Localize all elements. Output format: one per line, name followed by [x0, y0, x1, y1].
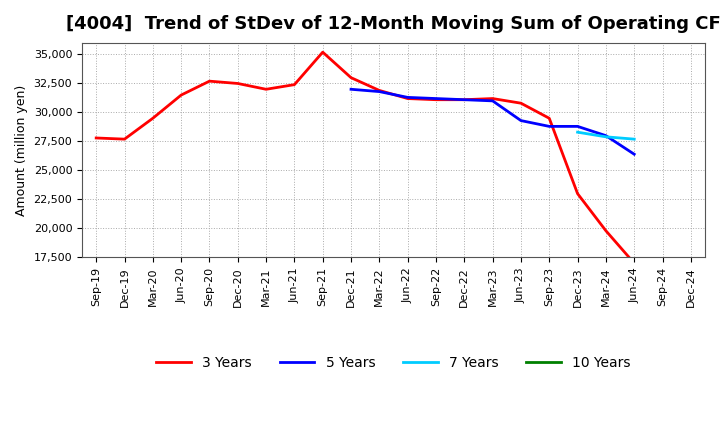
3 Years	[432, 97, 441, 103]
3 Years	[318, 50, 327, 55]
Line: 3 Years: 3 Years	[96, 52, 634, 263]
3 Years	[573, 191, 582, 196]
3 Years	[347, 75, 356, 81]
3 Years	[290, 82, 299, 87]
5 Years	[602, 133, 611, 138]
3 Years	[517, 101, 526, 106]
5 Years	[347, 87, 356, 92]
3 Years	[262, 87, 271, 92]
3 Years	[148, 116, 157, 121]
Legend: 3 Years, 5 Years, 7 Years, 10 Years: 3 Years, 5 Years, 7 Years, 10 Years	[151, 350, 636, 375]
5 Years	[630, 151, 639, 157]
Title: [4004]  Trend of StDev of 12-Month Moving Sum of Operating CF: [4004] Trend of StDev of 12-Month Moving…	[66, 15, 720, 33]
3 Years	[602, 228, 611, 233]
7 Years	[630, 136, 639, 142]
3 Years	[403, 96, 412, 101]
5 Years	[517, 118, 526, 123]
3 Years	[460, 97, 469, 103]
7 Years	[573, 129, 582, 135]
7 Years	[602, 134, 611, 139]
3 Years	[630, 260, 639, 266]
5 Years	[375, 89, 384, 94]
5 Years	[573, 124, 582, 129]
3 Years	[545, 116, 554, 121]
5 Years	[403, 95, 412, 100]
5 Years	[545, 124, 554, 129]
Line: 7 Years: 7 Years	[577, 132, 634, 139]
3 Years	[92, 136, 101, 141]
5 Years	[460, 97, 469, 103]
Line: 5 Years: 5 Years	[351, 89, 634, 154]
3 Years	[120, 136, 129, 142]
3 Years	[488, 96, 497, 101]
3 Years	[205, 78, 214, 84]
3 Years	[233, 81, 242, 86]
5 Years	[488, 98, 497, 103]
5 Years	[432, 96, 441, 101]
3 Years	[375, 88, 384, 93]
Y-axis label: Amount (million yen): Amount (million yen)	[15, 84, 28, 216]
3 Years	[177, 92, 186, 98]
